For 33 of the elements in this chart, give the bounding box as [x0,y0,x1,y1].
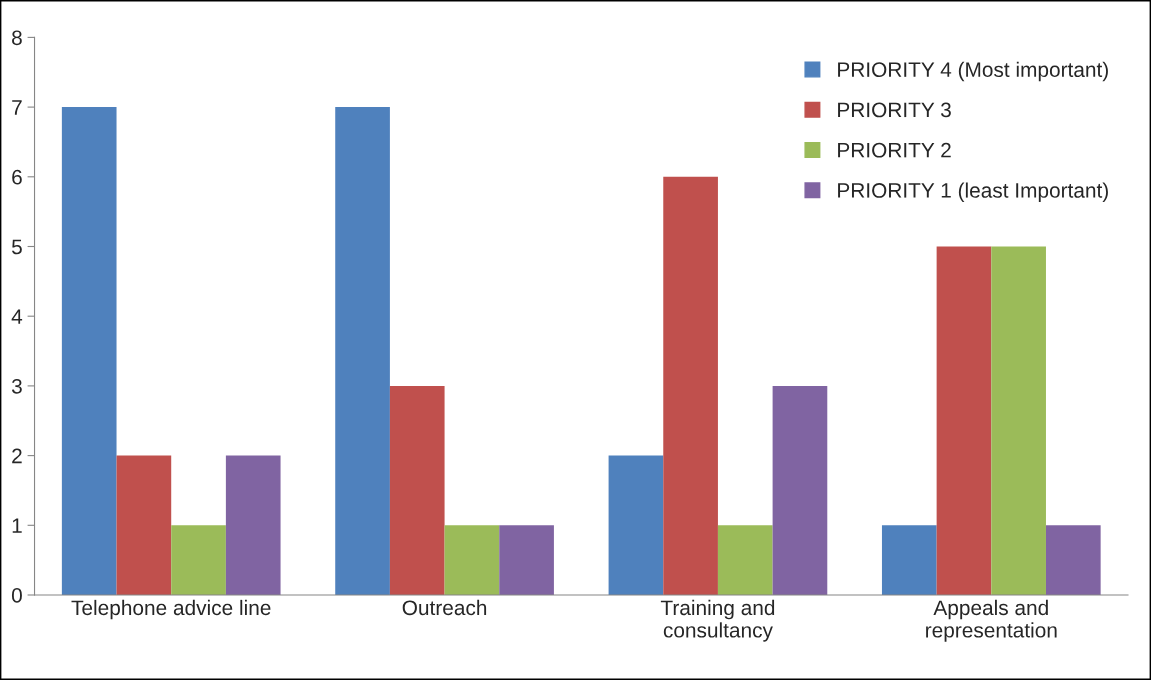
bar [881,525,937,595]
y-tick-label: 3 [11,378,22,394]
y-tick-label: 2 [12,448,22,464]
bar [936,246,992,595]
y-tick-label: 0 [11,588,22,603]
y-tick-label: 1 [12,518,22,533]
y-tick-label: 8 [12,30,22,46]
legend-label: PRIORITY 2 [838,142,951,158]
bar [335,107,390,595]
y-tick-label: 6 [12,169,22,185]
legend-label: PRIORITY 3 [838,102,951,118]
bar [608,455,664,595]
bar [991,246,1046,595]
legend-label: PRIORITY 4 (Most important) [838,61,1108,82]
x-tick-label: Outreach [402,599,487,616]
y-tick-label: 5 [11,239,22,255]
bar [116,455,172,595]
bar [389,385,445,595]
y-tick-label: 4 [11,309,23,324]
bar [663,176,718,595]
legend-label: PRIORITY 1 (least Important) [838,182,1108,202]
bar [61,107,117,595]
x-tick-label: Appeals and representation [926,599,1057,642]
bar [717,525,773,595]
x-tick-label: Telephone advice line [71,599,271,620]
bar [772,385,828,595]
bar [1045,525,1101,595]
bar [499,525,554,595]
y-tick-label: 7 [12,100,22,115]
bar [225,455,281,595]
bar [171,525,226,595]
bar [444,525,500,595]
x-tick-label: Training and consultancy [660,599,775,642]
